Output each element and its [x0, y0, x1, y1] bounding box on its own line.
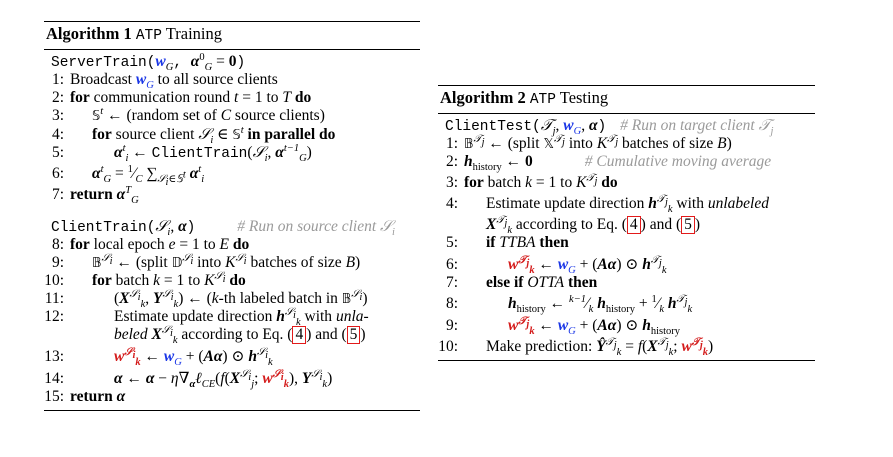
algo1-line-14: 14: α ← α − η∇αℓCE(f(X𝒮ij; w𝒮ik), Y𝒮ik) — [44, 369, 333, 391]
algorithm-name: ATP — [135, 28, 162, 44]
bottom-rule — [438, 360, 815, 361]
algorithm-name-suffix: Training — [165, 24, 223, 43]
client-train-header: ClientTrain(𝒮i, α) # Run on source clien… — [51, 218, 395, 239]
algo1-line-10: 10: for batch k = 1 to K𝒮i do — [44, 271, 246, 290]
eq4-link[interactable]: 4 — [626, 216, 641, 234]
algo1-line-6: 6: αtG = 1⁄C ∑𝒮i∈𝕊t αti — [51, 163, 205, 189]
algo1-line-3: 3: 𝕊t ← (random set of C source clients) — [51, 105, 325, 124]
algorithm-name: ATP — [529, 92, 556, 108]
algo1-line-2: 2: for communication round t = 1 to T do — [51, 89, 312, 106]
top-rule — [44, 21, 420, 22]
algo2-line-1: 1: 𝔹𝒯j ← (split 𝕏𝒯j into K𝒯j batches of s… — [445, 133, 732, 152]
algo2-line-4: 4: Estimate update direction h𝒯jk with un… — [445, 193, 769, 216]
algorithm-label: Algorithm 2 — [440, 88, 526, 107]
algorithm-2-caption: Algorithm 2 ATP Testing — [438, 86, 815, 113]
algo1-line-12: 12: Estimate update direction h𝒮ik with u… — [44, 307, 369, 329]
algo2-line-6: 6: w𝒯jk ← wG + (Aα) ⊙ h𝒯jk — [445, 254, 667, 277]
algo1-line-11: 11: (X𝒮ik, Y𝒮ik) ← (k-th labeled batch in… — [44, 289, 368, 311]
algo1-line-5: 5: αti ← ClientTrain(𝒮i, αt−1G) — [51, 142, 312, 165]
algo1-line-15: 15: return α — [44, 388, 126, 406]
algo2-line-4b: X𝒯jk according to Eq. (4) and (5) — [486, 214, 701, 237]
algo2-line-10: 10: Make prediction: Ŷ𝒯jk = f(X𝒯jk; w𝒯jk) — [438, 336, 714, 359]
client-test-header: ClientTest(𝒯j, wG, α) # Run on target cl… — [445, 117, 774, 138]
server-train-header: ServerTrain(wG, α0G = 0) — [51, 51, 246, 74]
eq5-link[interactable]: 5 — [346, 326, 361, 345]
algo2-line-3: 3: for batch k = 1 to K𝒯j do — [445, 172, 618, 191]
caption-rule — [438, 113, 815, 114]
bottom-rule — [44, 410, 420, 412]
algorithm-1-box: Algorithm 1 ATP Training ServerTrain(wG,… — [44, 21, 420, 412]
algo1-line-12b: beled X𝒮ik according to Eq. (4) and (5) — [114, 325, 366, 347]
algo2-line-8: 8: hhistory ← k−1⁄k hhistory + 1⁄k h𝒯jk — [445, 293, 693, 316]
algorithm-name-suffix: Testing — [559, 88, 609, 107]
algorithm-label: Algorithm 1 — [46, 24, 132, 43]
algo2-line-2: 2: hhistory ← 0 # Cumulative moving averag… — [445, 153, 772, 174]
cma-comment: # Cumulative moving average — [584, 153, 772, 170]
algo1-line-8: 8: for local epoch e = 1 to E do — [51, 236, 250, 254]
client-test-comment: # Run on target client 𝒯j — [620, 117, 774, 138]
algo2-line-9: 9: w𝒯jk ← wG + (Aα) ⊙ hhistory — [445, 315, 681, 338]
algo1-line-7: 7: return αTG — [51, 185, 139, 207]
algo1-line-13: 13: w𝒮ik ← wG + (Aα) ⊙ h𝒮ik — [44, 347, 273, 369]
algorithm-1-body: ServerTrain(wG, α0G = 0) 1: Broadcast wG … — [44, 50, 420, 410]
top-rule — [438, 85, 815, 86]
algorithm-2-box: Algorithm 2 ATP Testing ClientTest(𝒯j, w… — [438, 85, 815, 361]
caption-rule — [44, 49, 420, 50]
algorithm-1-caption: Algorithm 1 ATP Training — [44, 22, 420, 49]
algo2-line-7: 7: else if OTTA then — [445, 274, 598, 291]
algo1-line-9: 9: 𝔹𝒮i ← (split 𝔻𝒮i into K𝒮i batches of s… — [51, 253, 361, 272]
algo2-line-5: 5: if TTBA then — [445, 234, 569, 251]
eq4-link[interactable]: 4 — [292, 326, 307, 345]
algo1-line-4: 4: for source client 𝒮i ∈ 𝕊t in parallel … — [51, 124, 336, 147]
algo1-line-1: 1: Broadcast wG to all source clients — [51, 71, 278, 92]
client-train-comment: # Run on source client 𝒮i — [237, 218, 395, 239]
eq5-link[interactable]: 5 — [681, 216, 695, 234]
algorithm-2-body: ClientTest(𝒯j, wG, α) # Run on target cl… — [438, 114, 815, 360]
